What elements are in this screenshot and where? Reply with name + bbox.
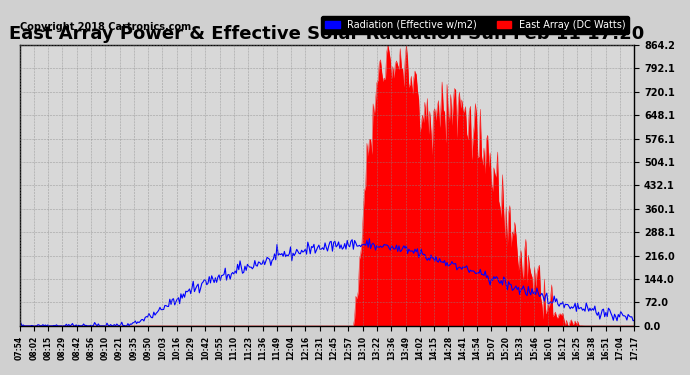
Title: East Array Power & Effective Solar Radiation Sun Feb 11 17:20: East Array Power & Effective Solar Radia…	[9, 25, 644, 43]
Legend: Radiation (Effective w/m2), East Array (DC Watts): Radiation (Effective w/m2), East Array (…	[321, 16, 629, 34]
Text: Copyright 2018 Cartronics.com: Copyright 2018 Cartronics.com	[19, 22, 190, 32]
